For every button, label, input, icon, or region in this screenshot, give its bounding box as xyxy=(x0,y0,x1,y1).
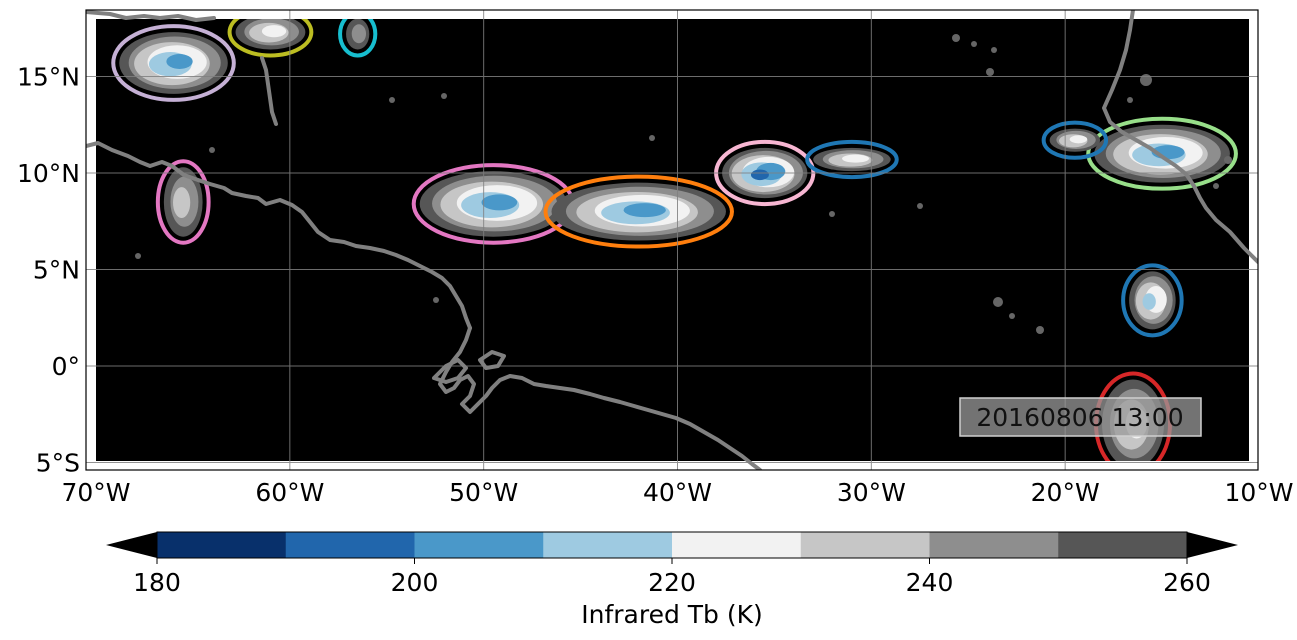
island xyxy=(1127,97,1133,103)
island xyxy=(209,147,215,153)
gridlines xyxy=(86,10,1258,470)
lat-tick-label: 5°N xyxy=(33,256,80,285)
island xyxy=(1009,313,1015,319)
colorbar-segments xyxy=(157,532,1188,558)
island xyxy=(991,47,997,53)
island xyxy=(389,97,395,103)
island xyxy=(1224,156,1232,164)
map-border xyxy=(85,9,1259,471)
cloud-system-e xyxy=(411,163,576,245)
coastline-south-america-north xyxy=(86,141,472,330)
colorbar-tick-label: 260 xyxy=(1163,568,1211,597)
colorbar-tick-label: 220 xyxy=(648,568,696,597)
colorbar-tick-label: 180 xyxy=(133,568,181,597)
colorbar-extend-high xyxy=(1187,532,1238,558)
cloud-system-b xyxy=(227,19,314,58)
island xyxy=(829,211,835,217)
track-outline xyxy=(155,159,211,245)
lat-tick-label: 5°S xyxy=(36,449,80,478)
coastline-amazon-delta xyxy=(438,326,762,470)
colorbar-segment xyxy=(543,532,673,558)
colorbar: 180 200 220 240 260 Infrared Tb (K) xyxy=(106,531,1238,629)
lat-tick-label: 10°N xyxy=(17,159,80,188)
cloud-system-c xyxy=(338,19,378,58)
island xyxy=(917,203,923,209)
lat-tick-label: 0° xyxy=(52,352,80,381)
colorbar-segment xyxy=(157,532,287,558)
colorbar-tick-label: 240 xyxy=(906,568,954,597)
colorbar-segment xyxy=(414,532,544,558)
track-outline xyxy=(1041,120,1109,160)
colorbar-segment xyxy=(1058,532,1188,558)
tb-contour xyxy=(481,194,518,211)
tb-contour xyxy=(750,169,769,181)
lon-tick-label: 60°W xyxy=(255,478,324,507)
lon-tick-label: 40°W xyxy=(643,478,712,507)
track-outline xyxy=(338,19,378,58)
tb-contour xyxy=(166,54,193,69)
cloud-system-d xyxy=(155,159,211,245)
cloud-field xyxy=(111,19,1238,461)
colorbar-segment xyxy=(672,532,802,558)
islands xyxy=(135,34,1232,334)
lon-tick-label: 10°W xyxy=(1224,478,1293,507)
tb-contour xyxy=(261,25,287,38)
island xyxy=(441,93,447,99)
island xyxy=(993,297,1003,307)
tb-contour xyxy=(173,187,191,218)
lon-tick-label: 70°W xyxy=(61,478,130,507)
coastline-caribbean-north xyxy=(86,10,216,22)
island xyxy=(649,135,655,141)
track-outline xyxy=(543,174,734,249)
timestamp-box: 20160806 13:00 xyxy=(959,397,1202,437)
track-outline xyxy=(1121,263,1184,338)
island xyxy=(952,34,960,42)
tb-contour xyxy=(1069,135,1088,144)
colorbar-extend-low xyxy=(106,532,157,558)
island xyxy=(1213,183,1219,189)
island xyxy=(1140,74,1152,86)
lon-tick-label: 50°W xyxy=(449,478,518,507)
lon-tick-label: 20°W xyxy=(1031,478,1100,507)
colorbar-tick-label: 200 xyxy=(391,568,439,597)
cloud-system-k xyxy=(1121,263,1184,338)
cloud-system-a xyxy=(111,24,236,102)
timestamp-background xyxy=(959,397,1202,437)
longitude-tick-labels: 70°W 60°W 50°W 40°W 30°W 20°W 10°W xyxy=(61,478,1293,507)
track-outline xyxy=(227,19,314,58)
coastline-africa-west xyxy=(1102,10,1258,264)
cloud-system-f xyxy=(543,174,734,249)
lat-tick-label: 15°N xyxy=(17,63,80,92)
coastline-lesser-antilles xyxy=(260,56,278,126)
tb-contour xyxy=(351,24,367,44)
coastlines xyxy=(86,10,1258,470)
ir-background xyxy=(96,19,1249,461)
island xyxy=(1036,326,1044,334)
track-outline xyxy=(111,24,236,102)
colorbar-segment xyxy=(800,532,930,558)
colorbar-segment xyxy=(929,532,1059,558)
cloud-system-j xyxy=(1041,120,1109,160)
island xyxy=(135,253,141,259)
colorbar-segment xyxy=(285,532,415,558)
latitude-tick-labels: 15°N 10°N 5°N 0° 5°S xyxy=(17,63,80,478)
track-outline xyxy=(805,139,899,180)
tb-contour xyxy=(842,154,870,163)
track-outline xyxy=(1086,116,1238,191)
island xyxy=(986,68,994,76)
timestamp-text: 20160806 13:00 xyxy=(976,403,1183,432)
colorbar-label: Infrared Tb (K) xyxy=(581,600,763,629)
tb-contour xyxy=(1142,293,1156,310)
map-panel: 70°W 60°W 50°W 40°W 30°W 20°W 10°W 15°N 10°N 5°N… xyxy=(17,9,1294,507)
colorbar-ticks: 180 200 220 240 260 xyxy=(133,558,1211,597)
lon-tick-label: 30°W xyxy=(837,478,906,507)
island xyxy=(433,297,439,303)
cloud-system-i xyxy=(1086,116,1238,191)
tb-contour xyxy=(623,203,666,218)
island xyxy=(971,41,977,47)
